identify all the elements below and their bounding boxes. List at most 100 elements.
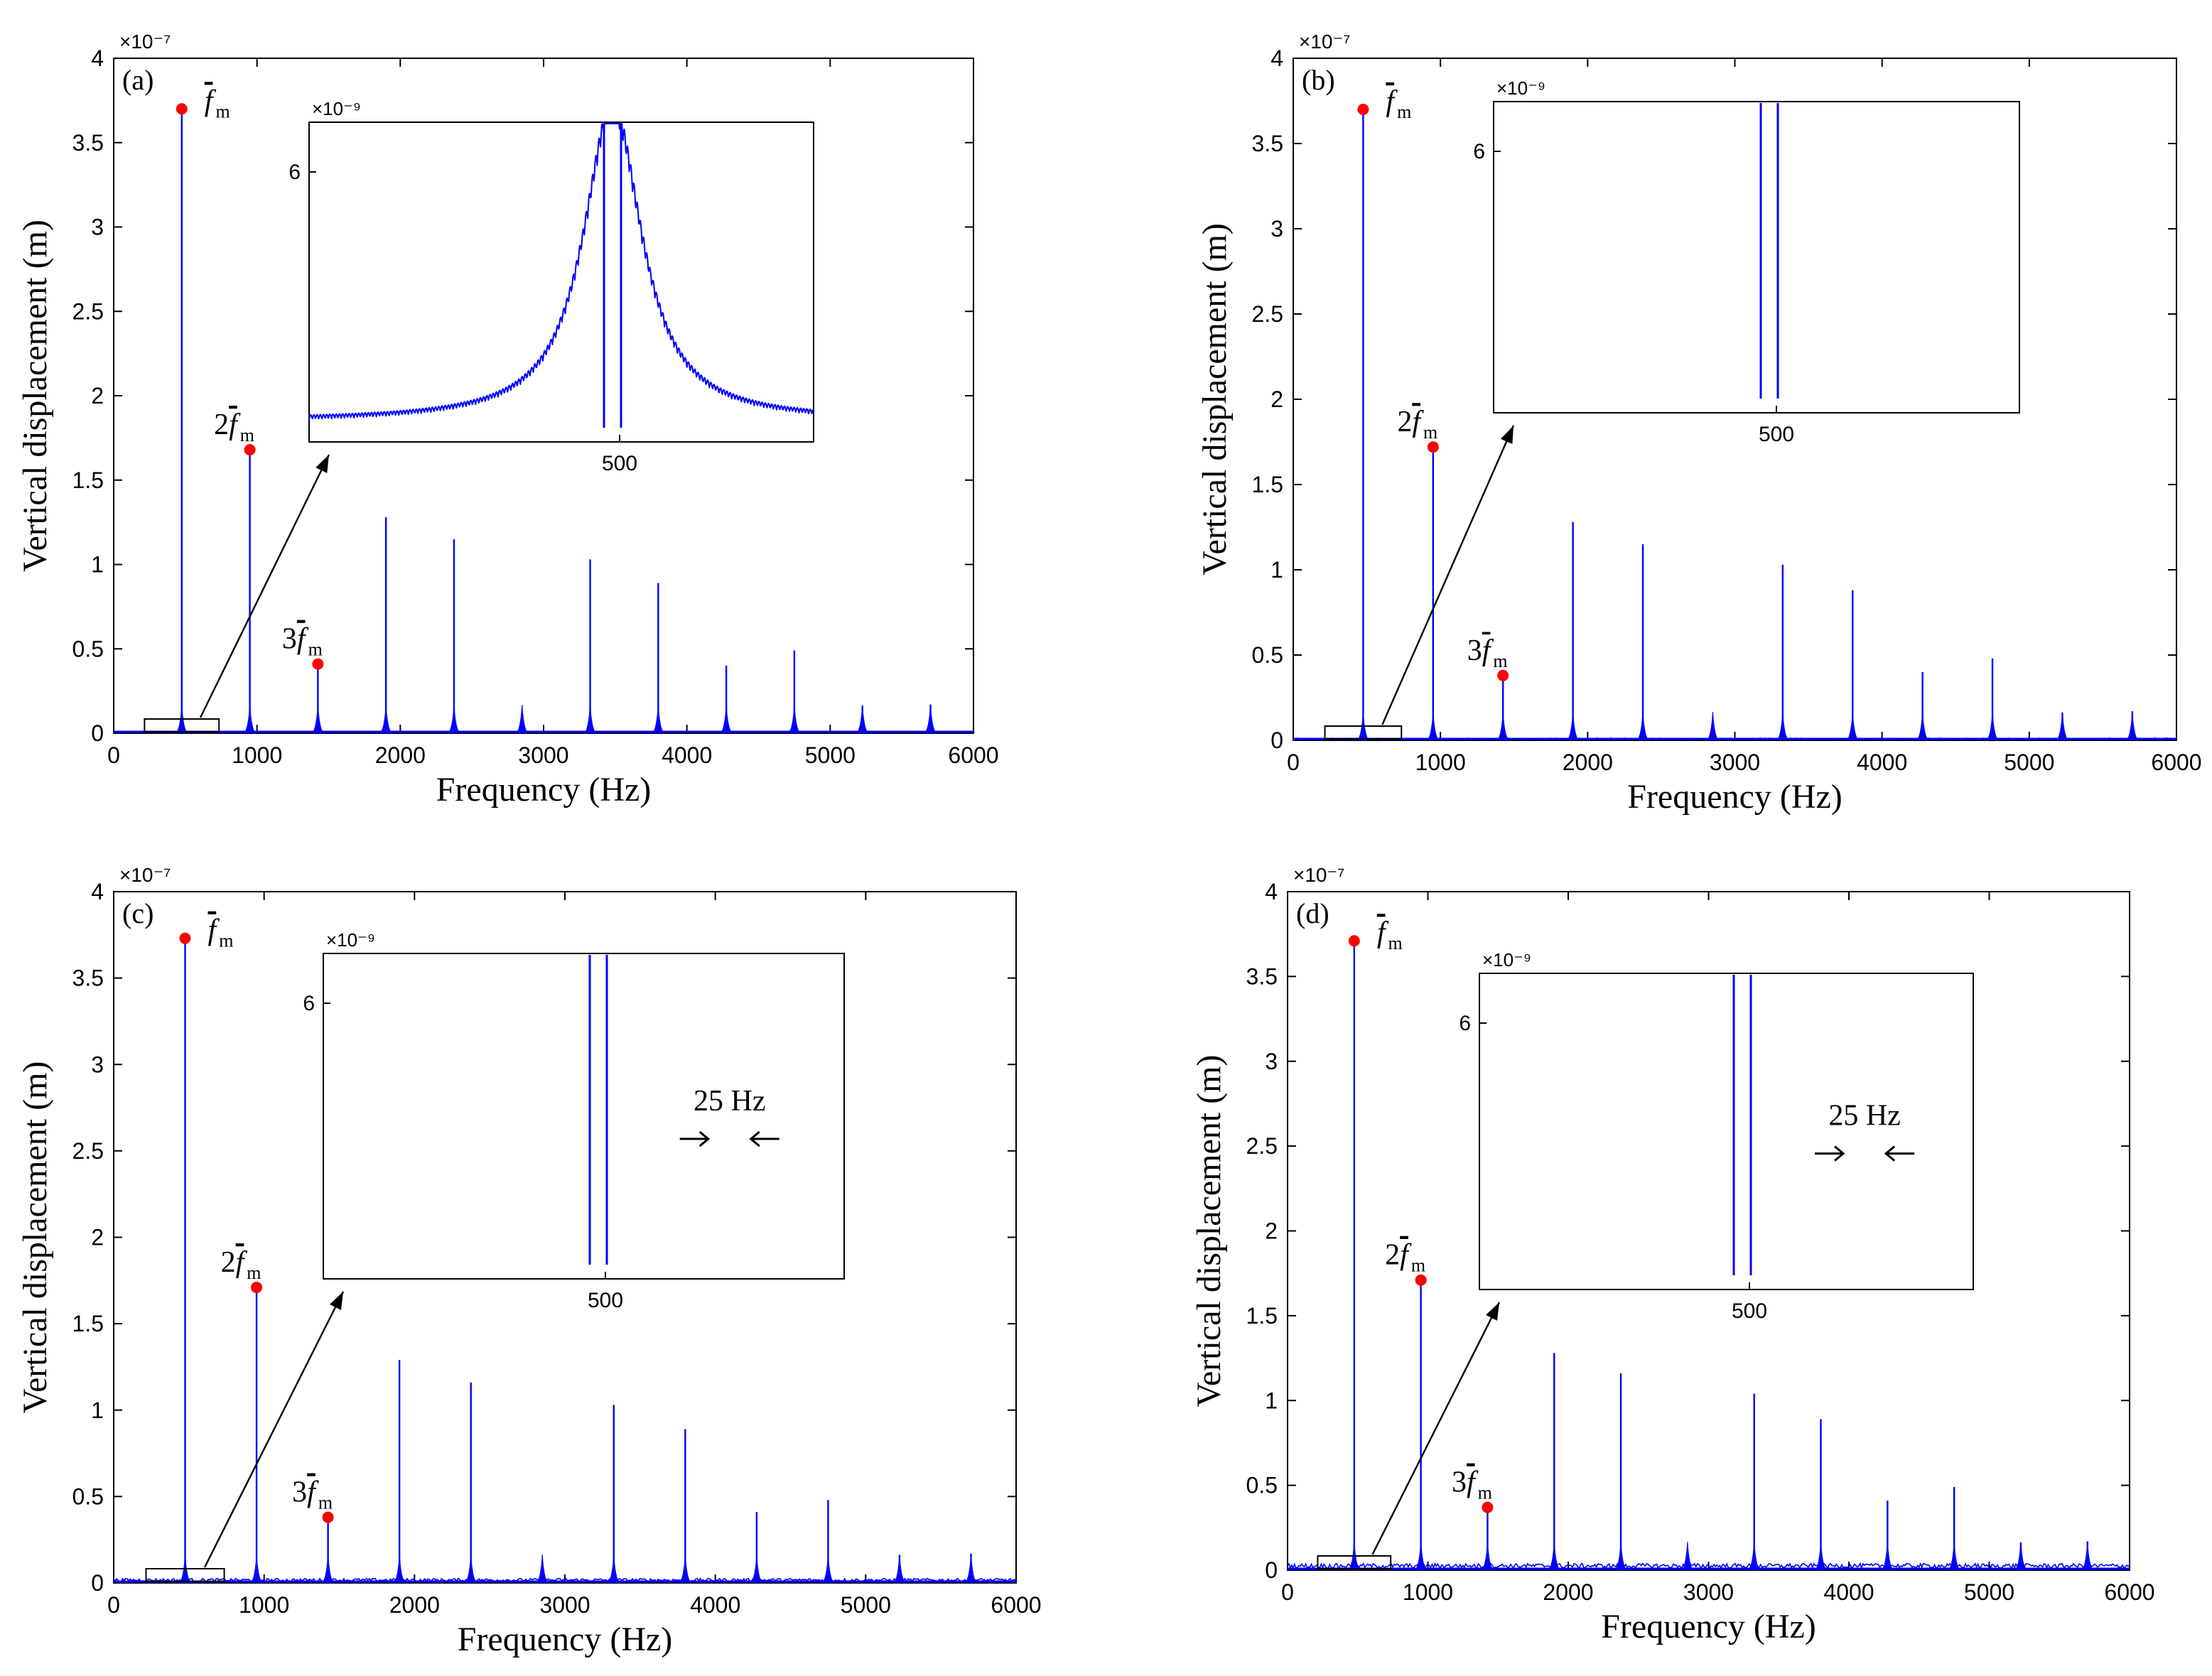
y-tick-label: 2 <box>1270 386 1283 412</box>
inset: 500 6 ×10⁻⁹ <box>1473 77 2020 446</box>
harmonic-annotation: 2f m <box>214 409 254 445</box>
harmonic-marker <box>176 103 188 115</box>
harmonic-marker <box>1357 104 1369 115</box>
x-tick-label: 3000 <box>518 742 568 768</box>
y-tick-label: 1 <box>91 552 104 578</box>
series-peak-base <box>250 1554 263 1584</box>
y-tick-label: 0 <box>91 720 104 746</box>
harmonic-annotation: 3f m <box>292 1476 333 1513</box>
x-tick-label: 6000 <box>948 742 998 768</box>
series-peak-base <box>1567 711 1580 741</box>
series-peak-base <box>788 704 801 734</box>
x-tick-label: 2000 <box>1563 750 1613 775</box>
y-tick-label: 3.5 <box>1246 963 1278 989</box>
series-peak-base <box>750 1554 763 1584</box>
x-tick-label: 5000 <box>2004 750 2054 775</box>
harmonic-subscript: m <box>240 425 254 445</box>
series-peak-base <box>379 704 392 734</box>
harmonic-marker <box>1482 1501 1494 1513</box>
y-tick-label: 3.5 <box>1252 131 1283 156</box>
y-tick-label: 1.5 <box>1252 472 1283 497</box>
harmonic-symbol: f <box>1467 1466 1479 1499</box>
harmonic-annotation: 2f m <box>1397 406 1437 443</box>
harmonic-annotation: 3f m <box>1452 1466 1492 1503</box>
x-tick-label: 6000 <box>2151 750 2201 775</box>
harmonic-subscript: m <box>318 1493 333 1513</box>
harmonic-prefix: 3 <box>1452 1466 1467 1499</box>
y-tick-label: 1.5 <box>72 467 104 493</box>
series-peak-base <box>1548 1541 1560 1571</box>
inset-y-exponent: ×10⁻⁹ <box>312 98 361 119</box>
inset-y-tick-label: 6 <box>1473 140 1485 163</box>
inset-y-exponent: ×10⁻⁹ <box>1496 77 1545 99</box>
harmonic-annotation: 2f m <box>221 1246 261 1283</box>
series-peak-base <box>1427 711 1440 741</box>
series-peak-base <box>516 704 529 734</box>
harmonic-prefix: 2 <box>214 409 229 441</box>
x-tick-label: 1000 <box>239 1592 289 1618</box>
zoom-arrow-head <box>315 455 329 473</box>
zoom-arrow-head <box>330 1292 343 1310</box>
x-tick-label: 4000 <box>662 742 712 768</box>
y-tick-label: 3 <box>91 1051 104 1077</box>
inset-y-tick-label: 6 <box>288 161 301 184</box>
y-tick-label: 0 <box>91 1570 104 1596</box>
harmonic-annotation: 3f m <box>1467 634 1508 671</box>
zoom-arrow-head <box>1501 426 1514 444</box>
spacing-arrow-left <box>679 1130 711 1147</box>
y-tick-label: 2 <box>1265 1218 1278 1244</box>
harmonic-annotation: 2f m <box>1385 1239 1425 1276</box>
x-tick-label: 0 <box>1287 750 1300 775</box>
y-axis-label: Vertical displacement (m) <box>1190 1055 1228 1407</box>
y-tick-label: 4 <box>91 45 104 71</box>
y-tick-label: 0.5 <box>72 636 104 661</box>
y-tick-label: 2.5 <box>1246 1133 1278 1159</box>
series-peak-base <box>679 1554 691 1584</box>
harmonic-subscript: m <box>1397 102 1411 122</box>
harmonic-marker <box>312 658 324 670</box>
y-axis-label: Vertical displacement (m) <box>16 1061 54 1414</box>
harmonic-symbol: f <box>229 409 241 441</box>
zoom-arrow <box>1371 1302 1501 1555</box>
series-peak-base <box>393 1554 406 1584</box>
harmonic-symbol: f <box>1482 634 1494 667</box>
series-peak-base <box>1496 711 1509 741</box>
x-axis-label: Frequency (Hz) <box>1601 1608 1816 1645</box>
inset-frame <box>1493 101 2020 413</box>
panel-a: 0 1000 2000 3000 4000 5000 6000 0 0.5 1 1.5 2 2.5 3 3.… <box>16 31 999 809</box>
zoom-box <box>1324 725 1403 740</box>
series-noise-floor <box>1287 1562 2130 1570</box>
y-tick-label: 2.5 <box>1252 301 1283 327</box>
harmonic-symbol: f <box>236 1246 248 1279</box>
panel-label: (a) <box>122 64 153 96</box>
y-tick-label: 3 <box>91 215 104 240</box>
series-peak-base <box>893 1554 906 1584</box>
series-peak-base <box>608 1554 620 1584</box>
series-peak-base <box>1815 1541 1827 1571</box>
harmonic-symbol: f <box>205 85 217 117</box>
y-tick-label: 4 <box>1265 879 1278 904</box>
y-axis-label: Vertical displacement (m) <box>1196 223 1234 575</box>
zoom-box <box>1317 1555 1392 1569</box>
series-peak-base <box>1748 1541 1761 1571</box>
x-tick-label: 4000 <box>690 1592 740 1618</box>
series-peak-base <box>2014 1541 2027 1571</box>
y-tick-label: 2.5 <box>72 1138 104 1164</box>
zoom-box <box>145 1568 225 1582</box>
inset-y-exponent: ×10⁻⁹ <box>326 929 375 951</box>
harmonic-subscript: m <box>219 931 233 951</box>
harmonic-marker <box>1415 1274 1427 1286</box>
zoom-arrow <box>199 454 330 718</box>
harmonic-symbol: f <box>1400 1239 1412 1272</box>
harmonic-prefix: 3 <box>282 623 297 656</box>
zoom-box <box>144 718 220 732</box>
series-peak-base <box>536 1554 549 1584</box>
x-axis-label: Frequency (Hz) <box>436 771 652 809</box>
series-peak-base <box>1948 1541 1960 1571</box>
harmonic-prefix: 3 <box>292 1476 307 1509</box>
series-peak-base <box>465 1554 478 1584</box>
